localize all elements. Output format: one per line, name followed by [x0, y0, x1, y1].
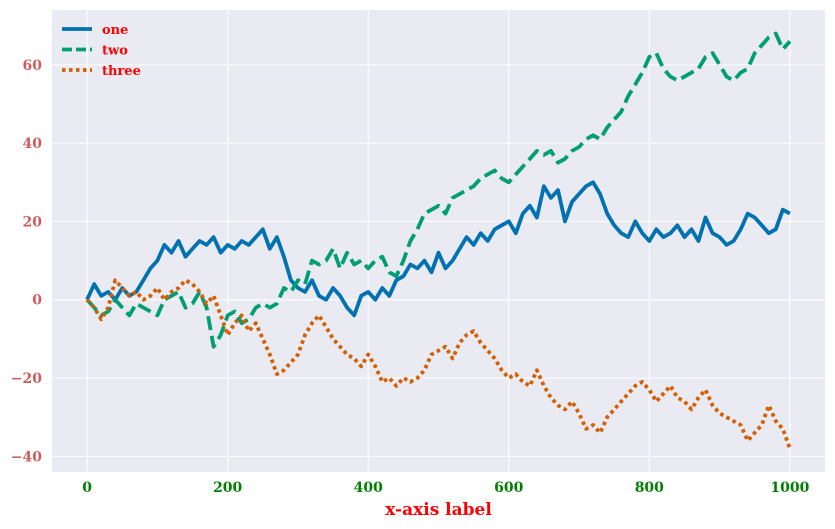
- legend-label-three: three: [102, 64, 141, 79]
- x-tick-label: 200: [213, 480, 242, 496]
- x-tick-label: 800: [635, 480, 664, 496]
- x-tick-label: 0: [82, 480, 92, 496]
- y-tick-label: 60: [23, 58, 43, 74]
- x-axis-ticks: 0 200 400 600 800 1000: [82, 480, 809, 496]
- y-tick-label: 0: [32, 293, 42, 309]
- legend: one two three: [62, 23, 141, 79]
- y-tick-label: 20: [23, 214, 43, 230]
- x-tick-label: 1000: [770, 480, 809, 496]
- y-axis-ticks: −40 −20 0 20 40 60: [11, 58, 42, 466]
- series-layer: [85, 31, 792, 450]
- x-tick-label: 600: [494, 480, 523, 496]
- y-tick-label: 40: [23, 136, 43, 152]
- x-axis-label: x-axis label: [385, 500, 492, 520]
- x-tick-label: 400: [354, 480, 383, 496]
- legend-label-two: two: [102, 44, 128, 59]
- series-line-three: [85, 278, 792, 450]
- y-tick-label: −40: [11, 449, 42, 465]
- y-tick-label: −20: [11, 371, 42, 387]
- series-line-one: [85, 180, 791, 318]
- plot-area: [52, 10, 825, 472]
- legend-label-one: one: [102, 23, 128, 38]
